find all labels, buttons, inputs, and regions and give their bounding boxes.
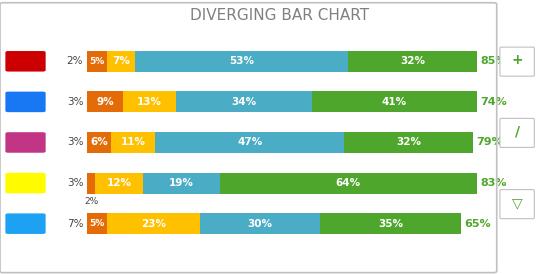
Bar — [135, 51, 348, 72]
Text: 13%: 13% — [137, 97, 162, 107]
Text: 3%: 3% — [67, 138, 83, 147]
Text: 6%: 6% — [90, 138, 108, 147]
Bar — [87, 91, 124, 112]
Text: 2%: 2% — [84, 197, 98, 206]
Bar — [143, 173, 220, 194]
Text: 47%: 47% — [237, 138, 263, 147]
Text: 23%: 23% — [141, 219, 166, 229]
Text: 7%: 7% — [112, 56, 130, 66]
Bar — [312, 91, 477, 112]
Text: 32%: 32% — [400, 56, 425, 66]
Bar — [344, 132, 473, 153]
Text: 2%: 2% — [67, 56, 83, 66]
Text: 65%: 65% — [465, 219, 491, 229]
Text: 9%: 9% — [97, 97, 114, 107]
Bar — [107, 51, 135, 72]
Text: 32%: 32% — [396, 138, 421, 147]
Text: 3%: 3% — [67, 97, 83, 107]
Text: 79%: 79% — [477, 138, 503, 147]
Text: 19%: 19% — [169, 178, 194, 188]
Bar — [95, 173, 143, 194]
Bar — [200, 213, 320, 234]
Bar — [156, 132, 344, 153]
Text: 35%: 35% — [378, 219, 403, 229]
Bar — [124, 91, 176, 112]
Text: /: / — [514, 124, 520, 139]
Text: 41%: 41% — [382, 97, 407, 107]
Bar — [320, 213, 461, 234]
Text: 30%: 30% — [248, 219, 272, 229]
Text: 74%: 74% — [481, 97, 507, 107]
Text: 3%: 3% — [67, 178, 83, 188]
Text: 7%: 7% — [67, 219, 83, 229]
Bar — [107, 213, 200, 234]
Bar — [87, 51, 107, 72]
Bar — [348, 51, 477, 72]
Bar — [87, 173, 95, 194]
Bar — [87, 132, 111, 153]
Bar — [220, 173, 477, 194]
Bar — [111, 132, 156, 153]
Text: 5%: 5% — [90, 57, 105, 66]
Bar — [176, 91, 312, 112]
Text: 34%: 34% — [231, 97, 256, 107]
Text: 11%: 11% — [121, 138, 146, 147]
Text: 5%: 5% — [90, 219, 105, 228]
Bar — [87, 213, 107, 234]
Text: +: + — [511, 53, 523, 67]
Text: 83%: 83% — [481, 178, 507, 188]
Text: 53%: 53% — [229, 56, 255, 66]
Text: ▽: ▽ — [512, 196, 523, 210]
Text: DIVERGING BAR CHART: DIVERGING BAR CHART — [190, 8, 369, 23]
Text: 12%: 12% — [107, 178, 132, 188]
Text: 64%: 64% — [336, 178, 361, 188]
Text: 85%: 85% — [481, 56, 507, 66]
